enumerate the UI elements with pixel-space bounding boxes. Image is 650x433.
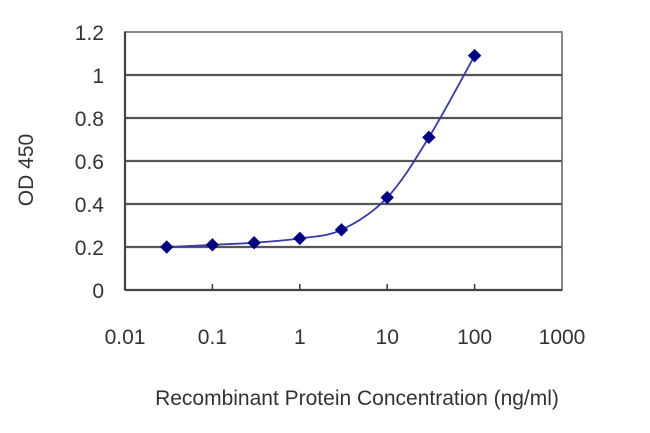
horizontal-gridlines (125, 73, 562, 249)
diamond-marker (247, 235, 261, 250)
x-tick-label: 100 (457, 326, 492, 349)
x-tick-label: 0.1 (198, 326, 227, 349)
diamond-marker (159, 240, 174, 254)
x-axis-tick-labels: 0.01 0.1 1 10 100 1000 (105, 326, 586, 349)
diamond-marker (422, 130, 436, 145)
y-tick-label: 0.4 (75, 194, 105, 217)
y-tick-label: 0.8 (75, 108, 104, 131)
y-axis-title: OD 450 (15, 134, 38, 206)
y-tick-label: 0 (92, 280, 104, 303)
diamond-marker (467, 48, 482, 63)
y-tick-label: 0.6 (75, 151, 104, 174)
x-tick-label: 10 (376, 326, 399, 349)
diamond-marker (380, 190, 394, 205)
x-tick-label: 1000 (539, 326, 586, 349)
y-axis-tick-labels: 0 0.2 0.4 0.6 0.8 1 1.2 (75, 22, 105, 303)
diamond-marker (334, 223, 349, 237)
x-axis-title: Recombinant Protein Concentration (ng/ml… (155, 387, 559, 410)
diamond-marker (293, 231, 307, 246)
y-tick-label: 1 (92, 65, 104, 88)
diamond-marker (205, 238, 220, 252)
y-tick-label: 1.2 (75, 22, 104, 45)
axes (123, 32, 562, 292)
y-tick-label: 0.2 (75, 237, 104, 260)
x-tick-label: 1 (294, 326, 306, 349)
x-tick-label: 0.01 (105, 326, 146, 349)
data-series (159, 48, 482, 254)
